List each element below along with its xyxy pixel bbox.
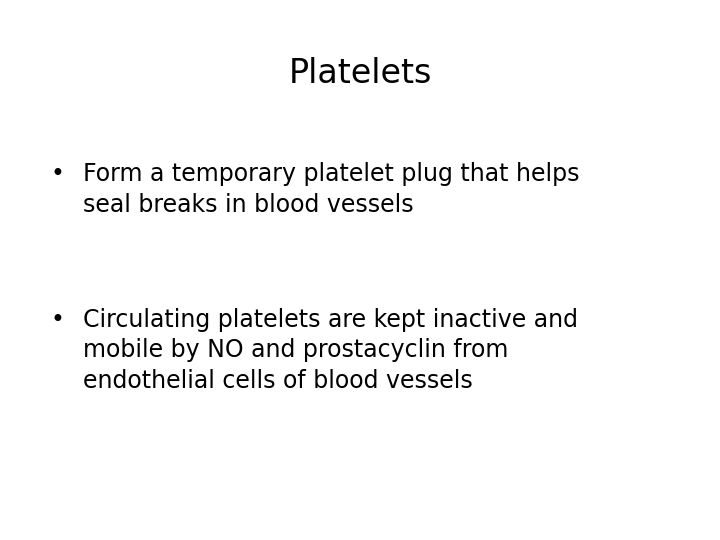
Text: Circulating platelets are kept inactive and
mobile by NO and prostacyclin from
e: Circulating platelets are kept inactive … bbox=[83, 308, 577, 393]
Text: •: • bbox=[50, 308, 64, 332]
Text: Form a temporary platelet plug that helps
seal breaks in blood vessels: Form a temporary platelet plug that help… bbox=[83, 162, 580, 217]
Text: Platelets: Platelets bbox=[288, 57, 432, 90]
Text: •: • bbox=[50, 162, 64, 186]
